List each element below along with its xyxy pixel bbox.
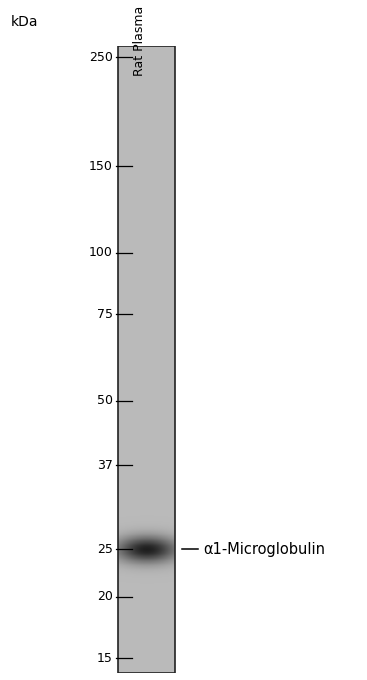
Text: 15: 15 <box>97 651 113 665</box>
Text: 37: 37 <box>97 459 113 472</box>
Text: 25: 25 <box>97 543 113 556</box>
Text: 50: 50 <box>97 394 113 407</box>
Text: kDa: kDa <box>11 15 38 29</box>
Text: Rat Plasma: Rat Plasma <box>134 6 146 76</box>
Bar <box>118 46 175 673</box>
Text: 250: 250 <box>89 50 113 63</box>
Text: 150: 150 <box>89 160 113 173</box>
Text: 75: 75 <box>97 308 113 321</box>
Text: 100: 100 <box>89 246 113 259</box>
Text: α1-Microglobulin: α1-Microglobulin <box>203 541 325 557</box>
Text: 20: 20 <box>97 590 113 603</box>
